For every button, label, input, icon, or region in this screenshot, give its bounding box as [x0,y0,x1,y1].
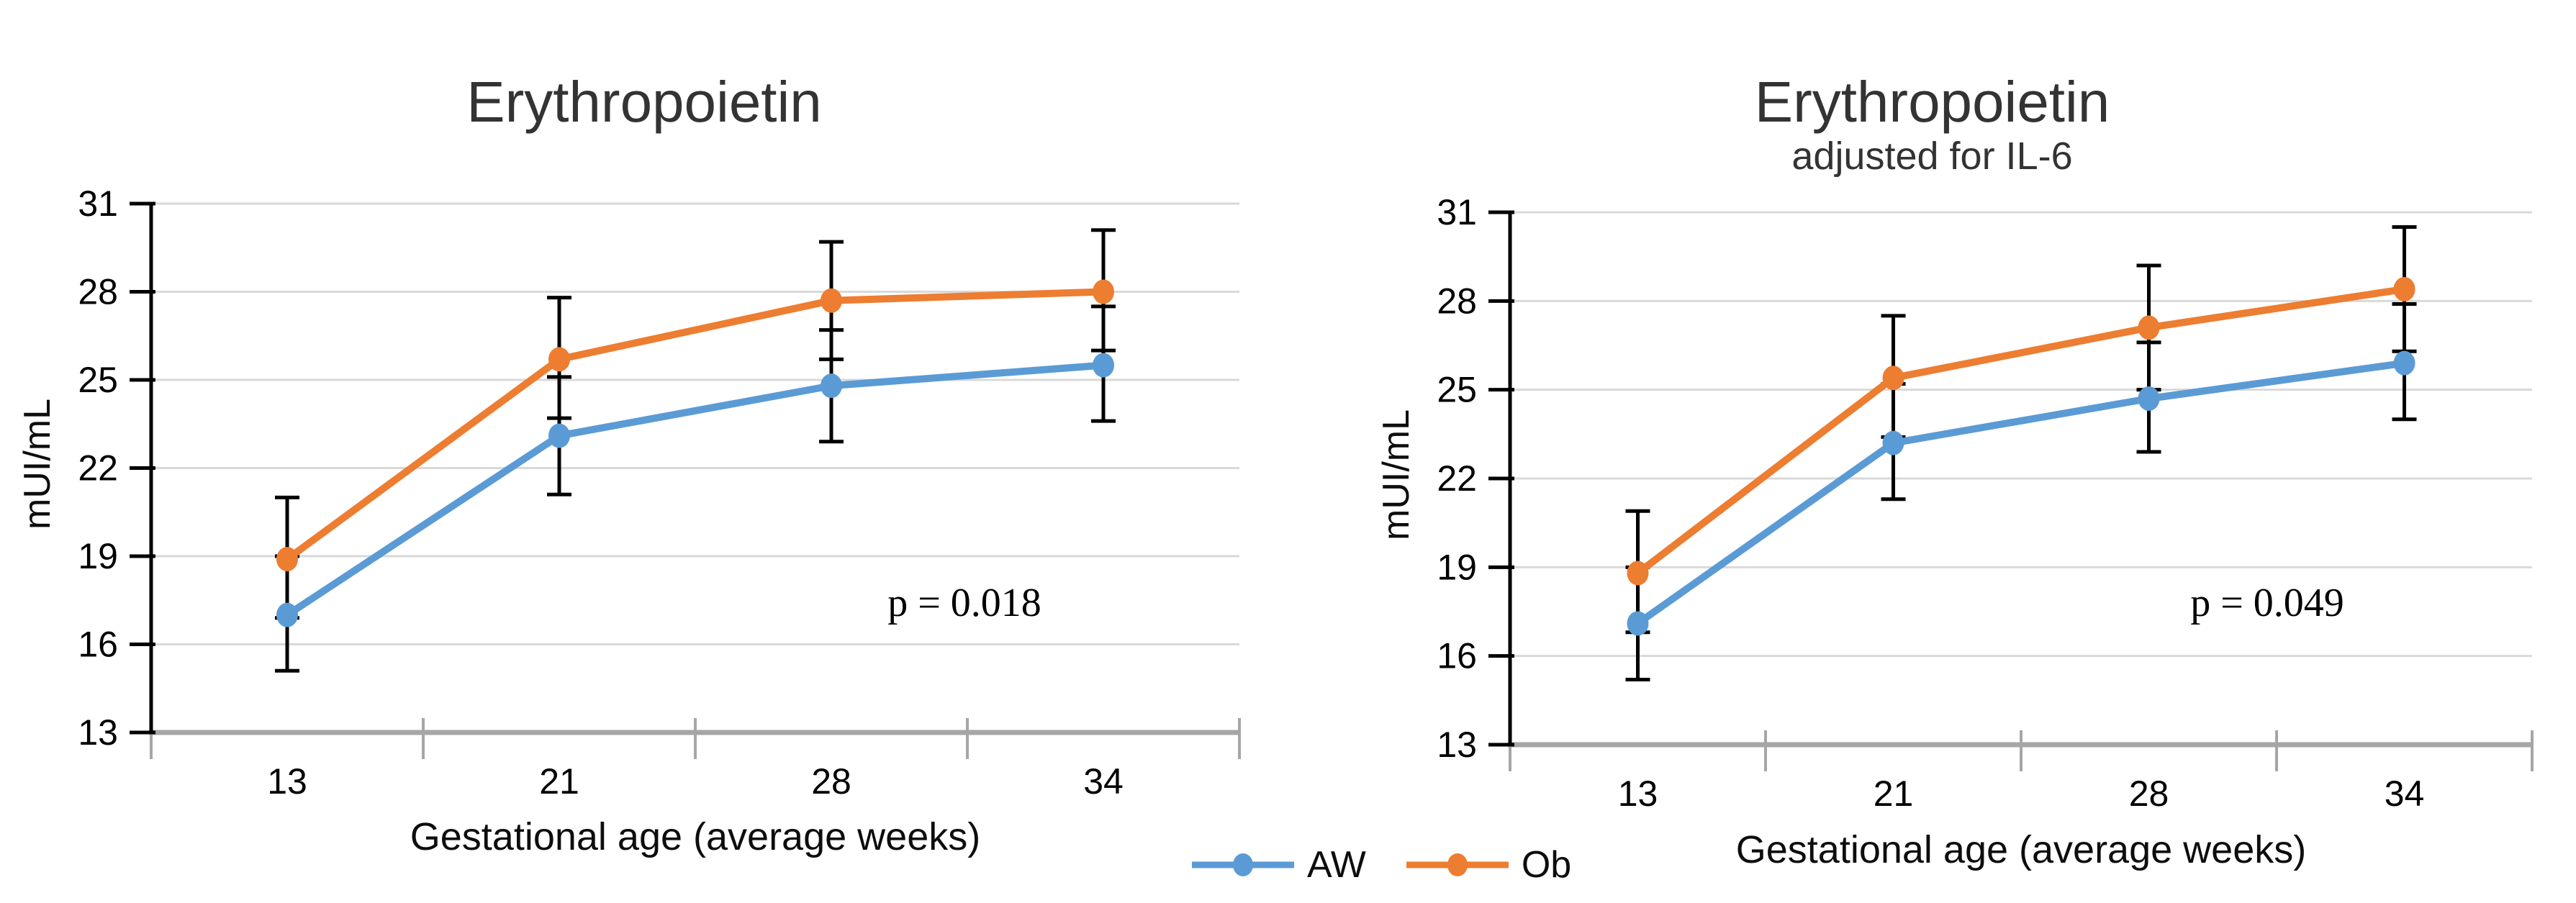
series-line-aw [1634,359,2408,627]
p-value-annotation: p = 0.049 [2190,581,2344,625]
data-point-ob [821,288,842,313]
x-tick-label: 34 [1083,761,1124,802]
x-tick-label: 13 [267,761,307,802]
data-point-aw [2138,386,2160,411]
series-line-ob [1634,285,2408,577]
chart-title: Erythropoietin [466,70,822,134]
legend-label: AW [1307,844,1366,886]
y-tick-label: 13 [78,712,118,753]
data-point-ob [2138,315,2160,340]
x-tick-label: 28 [2129,773,2169,814]
x-tick-label: 21 [1874,773,1914,814]
chart-panel-right: Erythropoietin adjusted for IL-6 mUI/mL … [1288,0,2576,903]
y-tick-label: 28 [1437,281,1477,321]
x-tick-label: 28 [811,761,851,802]
chart-title: Erythropoietin [1754,70,2110,134]
legend-item-aw: AW [1189,843,1366,886]
data-point-aw [1093,353,1114,378]
y-tick-label: 28 [78,272,118,312]
y-tick-label: 22 [1437,458,1477,499]
data-point-aw [1882,430,1904,455]
y-tick-label: 16 [78,625,118,665]
y-tick-label: 25 [78,360,118,400]
y-tick-label: 13 [1437,725,1477,765]
data-point-ob [548,347,570,372]
data-point-ob [1093,279,1114,304]
data-point-ob [276,547,298,572]
y-tick-label: 19 [78,536,118,576]
data-point-ob [2393,276,2415,301]
p-value-annotation: p = 0.018 [887,581,1041,625]
x-tick-label: 13 [1618,773,1658,814]
chart-panel-left: Erythropoietin mUI/mL 13 16 19 22 25 28 31 13 21… [17,70,1241,858]
y-tick-label: 31 [1437,192,1477,232]
y-tick-label: 19 [1437,547,1477,587]
y-tick-label: 31 [78,183,118,224]
data-point-aw [1627,611,1649,636]
x-tick-label: 34 [2385,773,2425,814]
data-point-aw [821,373,842,399]
y-tick-label: 25 [1437,370,1477,410]
legend-label: Ob [1521,844,1572,886]
line-marker-icon [1192,853,1294,876]
data-point-aw [548,423,570,448]
series-line-ob [284,288,1107,563]
data-point-ob [1882,366,1904,391]
y-tick-label: 16 [1437,636,1477,676]
x-axis-title: Gestational age (average weeks) [1735,828,2307,871]
plot-area: 13 16 19 22 25 28 31 13 21 28 34 [1437,192,2534,814]
x-tick-label: 21 [539,761,579,802]
y-tick-label: 22 [78,448,118,489]
legend-item-ob: Ob [1404,843,1571,886]
line-marker-icon [1406,853,1509,876]
plot-area: 13 16 19 22 25 28 31 13 21 28 34 [78,183,1241,802]
chart-subtitle: adjusted for IL-6 [1791,135,2073,178]
series-line-aw [284,361,1107,619]
x-axis-title: Gestational age (average weeks) [410,815,981,858]
legend: AW Ob [1189,843,1571,886]
data-point-aw [2393,350,2415,376]
data-point-aw [276,602,298,627]
data-point-ob [1627,561,1649,586]
